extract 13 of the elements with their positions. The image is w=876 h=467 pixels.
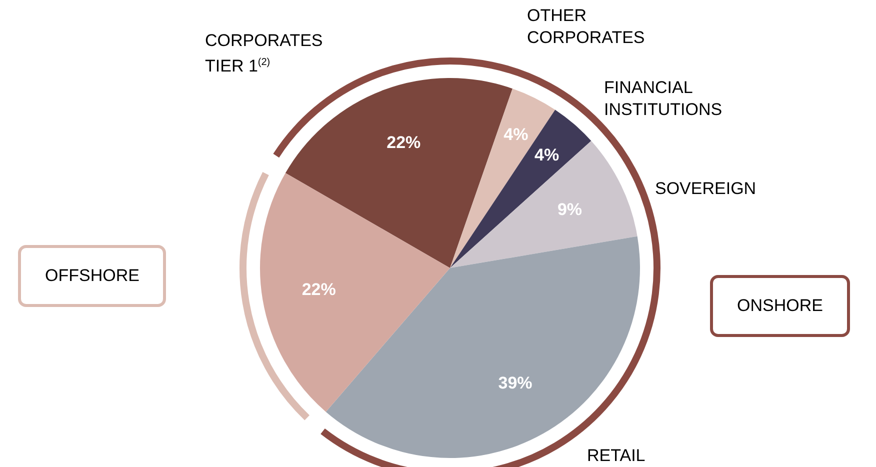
slice-label: RETAIL [587, 445, 646, 467]
data-label: 4% [534, 146, 560, 164]
data-label: 22% [386, 133, 421, 152]
slice-label: SOVEREIGN [655, 178, 758, 200]
data-label: 9% [557, 200, 582, 219]
text: ONSHORE [710, 275, 850, 337]
slice-label: FINANCIAL INSTITUTIONS [604, 77, 724, 121]
data-label: 39% [498, 374, 532, 393]
data-label: 22% [302, 280, 336, 299]
slice-label: CORPORATES TIER 1$^{(2)}$ [205, 30, 324, 78]
slice-label: OTHER CORPORATES [527, 5, 646, 49]
text: OFFSHORE [18, 245, 166, 307]
data-label: 4% [504, 124, 528, 144]
